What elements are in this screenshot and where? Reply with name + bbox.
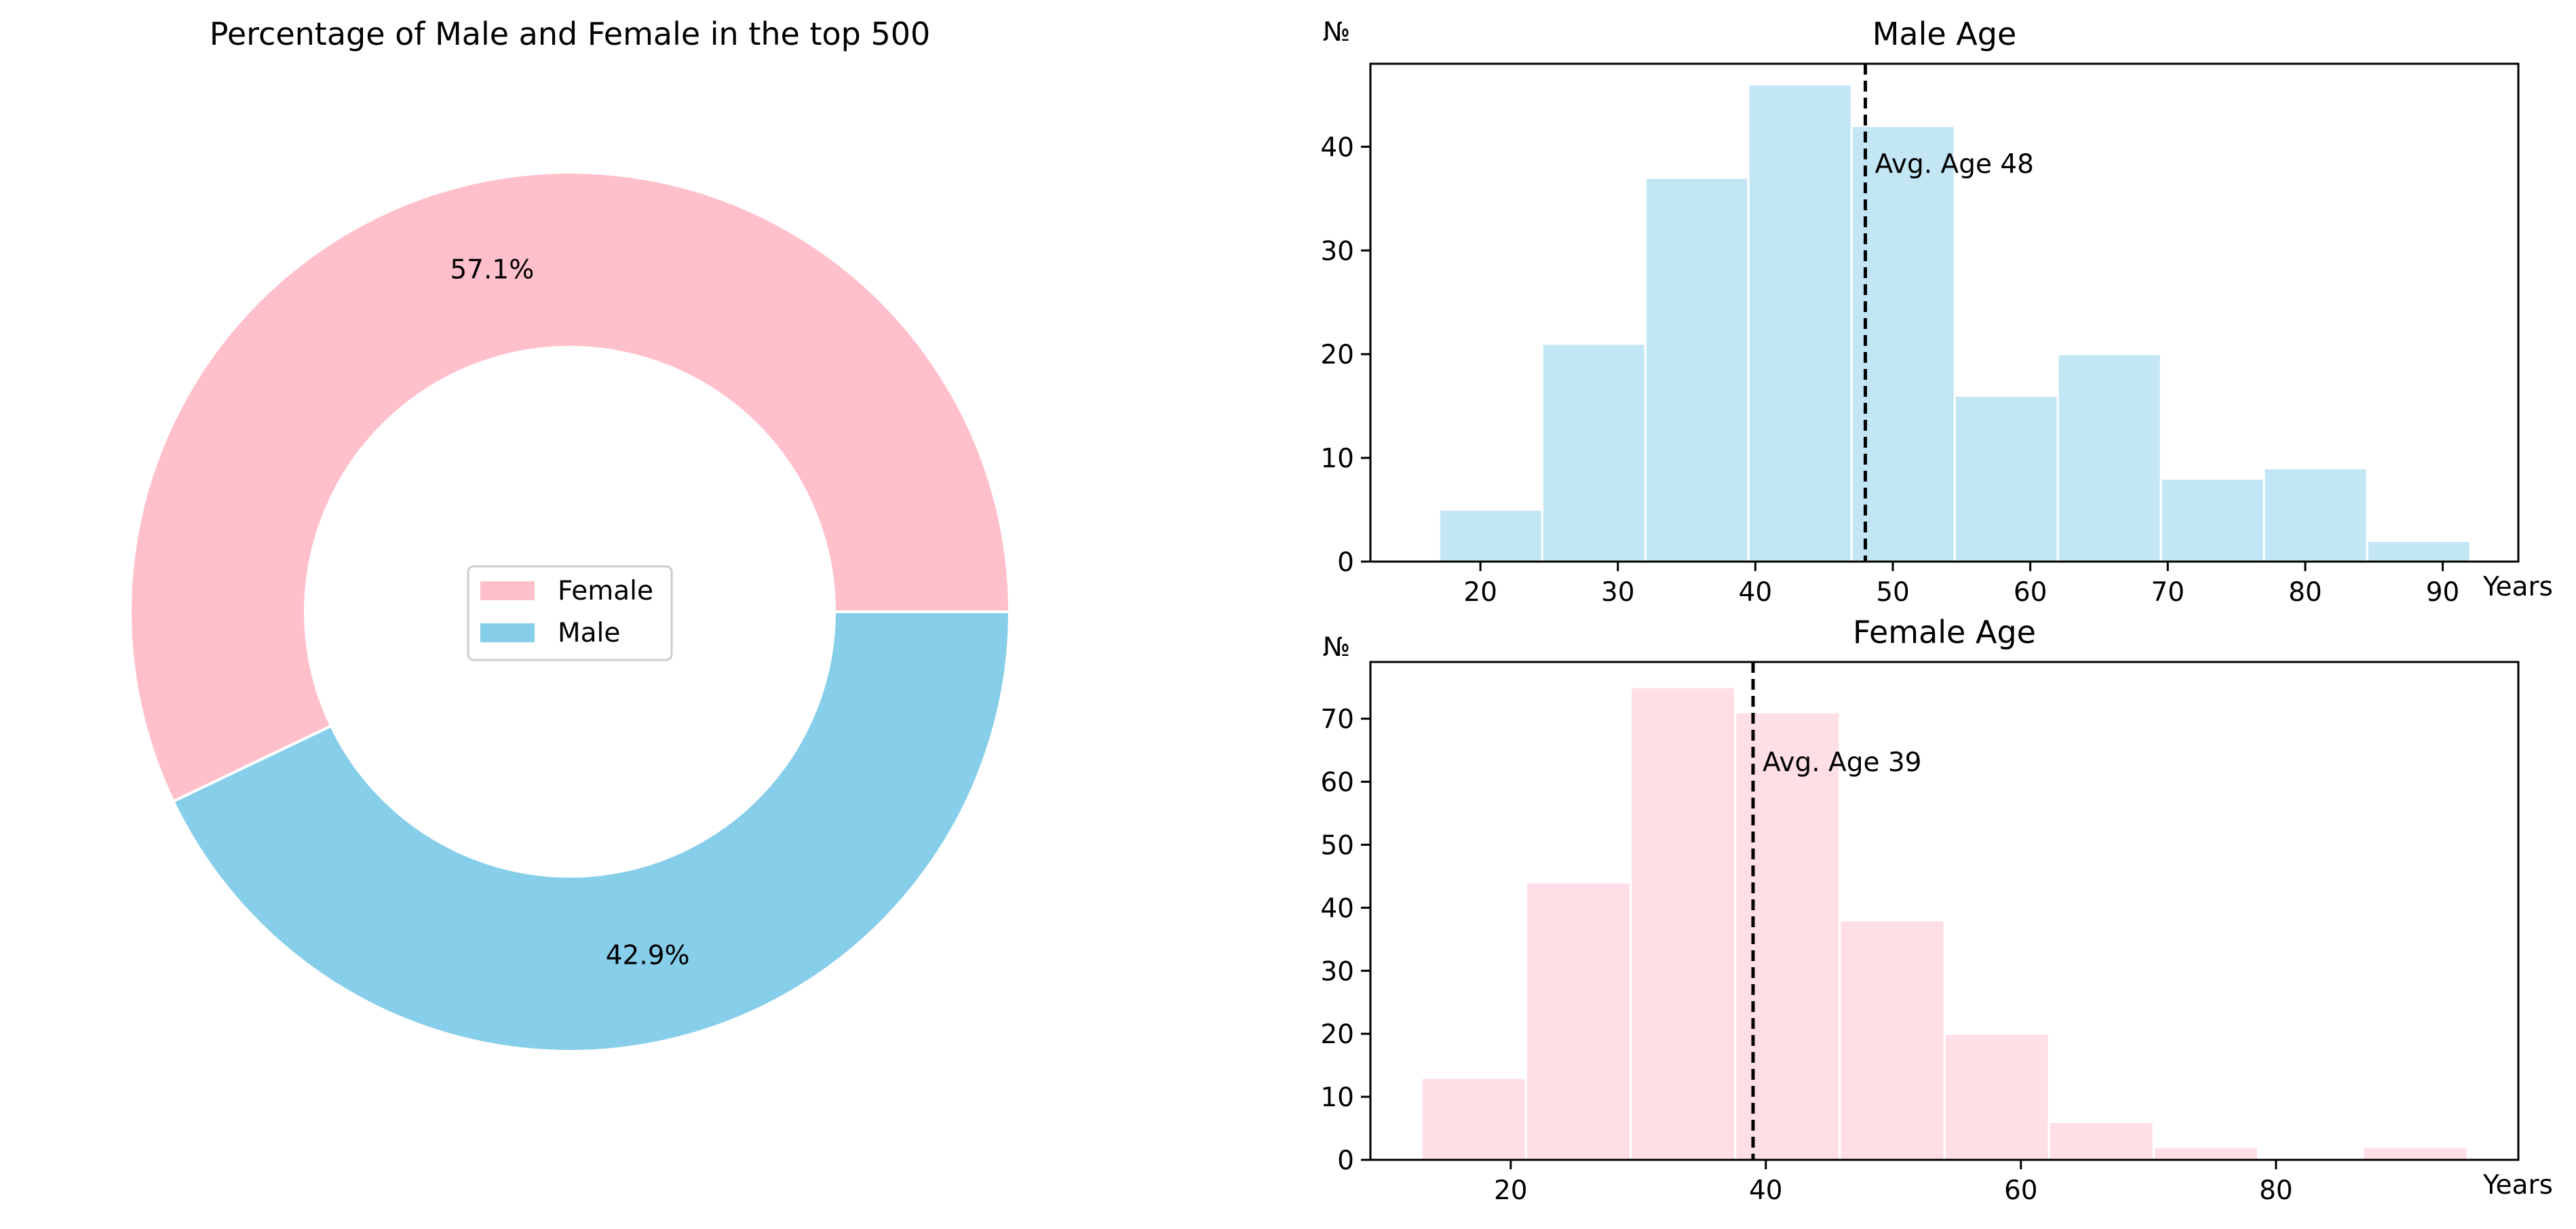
female-age-ytick-label: 10 bbox=[1320, 1082, 1354, 1113]
female-age-bar bbox=[1943, 1032, 2050, 1161]
male-age-xtick-label: 70 bbox=[2151, 577, 2185, 608]
male-age-ytick-label: 40 bbox=[1320, 132, 1354, 163]
female-age-bar bbox=[2152, 1146, 2259, 1161]
male-age-xtick-label: 60 bbox=[2014, 577, 2048, 608]
male-age-bar bbox=[2159, 477, 2265, 563]
male-age-xticks: 20 30 40 50 60 70 80 90 bbox=[1463, 562, 2459, 608]
female-age-ytick-label: 20 bbox=[1320, 1019, 1354, 1050]
donut-legend: Female Male bbox=[467, 565, 673, 661]
male-age-bar bbox=[2366, 539, 2472, 563]
legend-label-female: Female bbox=[558, 576, 653, 606]
donut-value-label-female: 57.1% bbox=[450, 254, 534, 285]
donut-slices bbox=[129, 171, 1012, 1053]
female-age-ytick-label: 40 bbox=[1320, 893, 1354, 924]
female-age-bar bbox=[1839, 919, 1946, 1161]
male-age-xlabel: Years bbox=[2482, 572, 2553, 602]
female-age-bar bbox=[1524, 881, 1632, 1161]
male-age-bar bbox=[1438, 509, 1543, 563]
male-age-histogram: Male Age № Years 20 30 40 50 60 70 80 90 0 10 20 3… bbox=[1320, 16, 2553, 608]
female-age-axes-frame bbox=[1369, 661, 2520, 1161]
female-age-bar bbox=[1734, 711, 1841, 1161]
female-age-yticks: 0 10 20 30 40 50 60 70 bbox=[1320, 705, 1370, 1176]
donut-value-label-male: 42.9% bbox=[606, 941, 690, 971]
female-age-xlabel: Years bbox=[2482, 1170, 2553, 1201]
male-age-xtick-label: 20 bbox=[1463, 577, 1497, 608]
male-age-ytick-label: 20 bbox=[1320, 340, 1354, 370]
male-age-xtick-label: 80 bbox=[2288, 577, 2322, 608]
male-age-title: Male Age bbox=[1872, 16, 2017, 52]
female-age-bar bbox=[1420, 1076, 1527, 1161]
female-age-histogram: Female Age № Years 20 40 60 80 0 10 20 30 40 50 6… bbox=[1320, 614, 2553, 1206]
male-age-mean-label: Avg. Age 48 bbox=[1875, 149, 2033, 180]
male-age-bar bbox=[1747, 83, 1853, 563]
female-age-bars bbox=[1420, 686, 2469, 1161]
male-age-ytick-label: 10 bbox=[1320, 444, 1354, 474]
female-age-xtick-label: 20 bbox=[1494, 1175, 1528, 1206]
male-age-ytick-label: 0 bbox=[1337, 547, 1354, 578]
male-age-axes-frame bbox=[1369, 62, 2520, 563]
male-age-xtick-label: 30 bbox=[1601, 577, 1635, 608]
male-age-bars bbox=[1438, 83, 2472, 563]
female-age-bar bbox=[1630, 686, 1737, 1161]
male-age-bar bbox=[1953, 394, 2059, 563]
female-age-xtick-label: 40 bbox=[1749, 1175, 1783, 1206]
legend-swatch-female bbox=[480, 581, 535, 600]
donut-slice-male bbox=[171, 610, 1012, 1053]
legend-swatch-male bbox=[480, 623, 535, 642]
female-age-ytick-label: 60 bbox=[1320, 768, 1354, 798]
male-age-bar bbox=[2056, 353, 2162, 563]
male-age-bar bbox=[1541, 343, 1647, 563]
male-age-xtick-label: 50 bbox=[1876, 577, 1910, 608]
male-age-xtick-label: 40 bbox=[1739, 577, 1773, 608]
male-age-bar bbox=[2263, 467, 2368, 563]
female-age-ytick-label: 50 bbox=[1320, 830, 1354, 861]
female-age-bar bbox=[2362, 1146, 2469, 1161]
donut-chart-title: Percentage of Male and Female in the top… bbox=[210, 16, 931, 52]
male-age-xtick-label: 90 bbox=[2426, 577, 2460, 608]
female-age-title: Female Age bbox=[1853, 614, 2036, 650]
legend-label-male: Male bbox=[558, 618, 620, 648]
female-age-ytick-label: 30 bbox=[1320, 956, 1354, 987]
female-age-ylabel: № bbox=[1323, 632, 1351, 663]
male-age-yticks: 0 10 20 30 40 bbox=[1320, 132, 1370, 578]
donut-slice-female bbox=[129, 171, 1012, 804]
male-age-bar bbox=[1644, 176, 1750, 563]
male-age-ytick-label: 30 bbox=[1320, 236, 1354, 267]
female-age-ytick-label: 0 bbox=[1337, 1146, 1354, 1176]
female-age-bar bbox=[2048, 1120, 2155, 1161]
female-age-ytick-label: 70 bbox=[1320, 705, 1354, 735]
male-age-bar bbox=[1850, 125, 1956, 563]
female-age-xtick-label: 80 bbox=[2259, 1175, 2293, 1206]
donut-value-labels: 57.1% 42.9% bbox=[450, 254, 689, 971]
female-age-xticks: 20 40 60 80 bbox=[1494, 1160, 2293, 1206]
female-age-mean-label: Avg. Age 39 bbox=[1763, 747, 1921, 778]
female-age-xtick-label: 60 bbox=[2004, 1175, 2038, 1206]
donut-chart: Percentage of Male and Female in the top… bbox=[129, 16, 1012, 1053]
male-age-ylabel: № bbox=[1323, 17, 1351, 47]
